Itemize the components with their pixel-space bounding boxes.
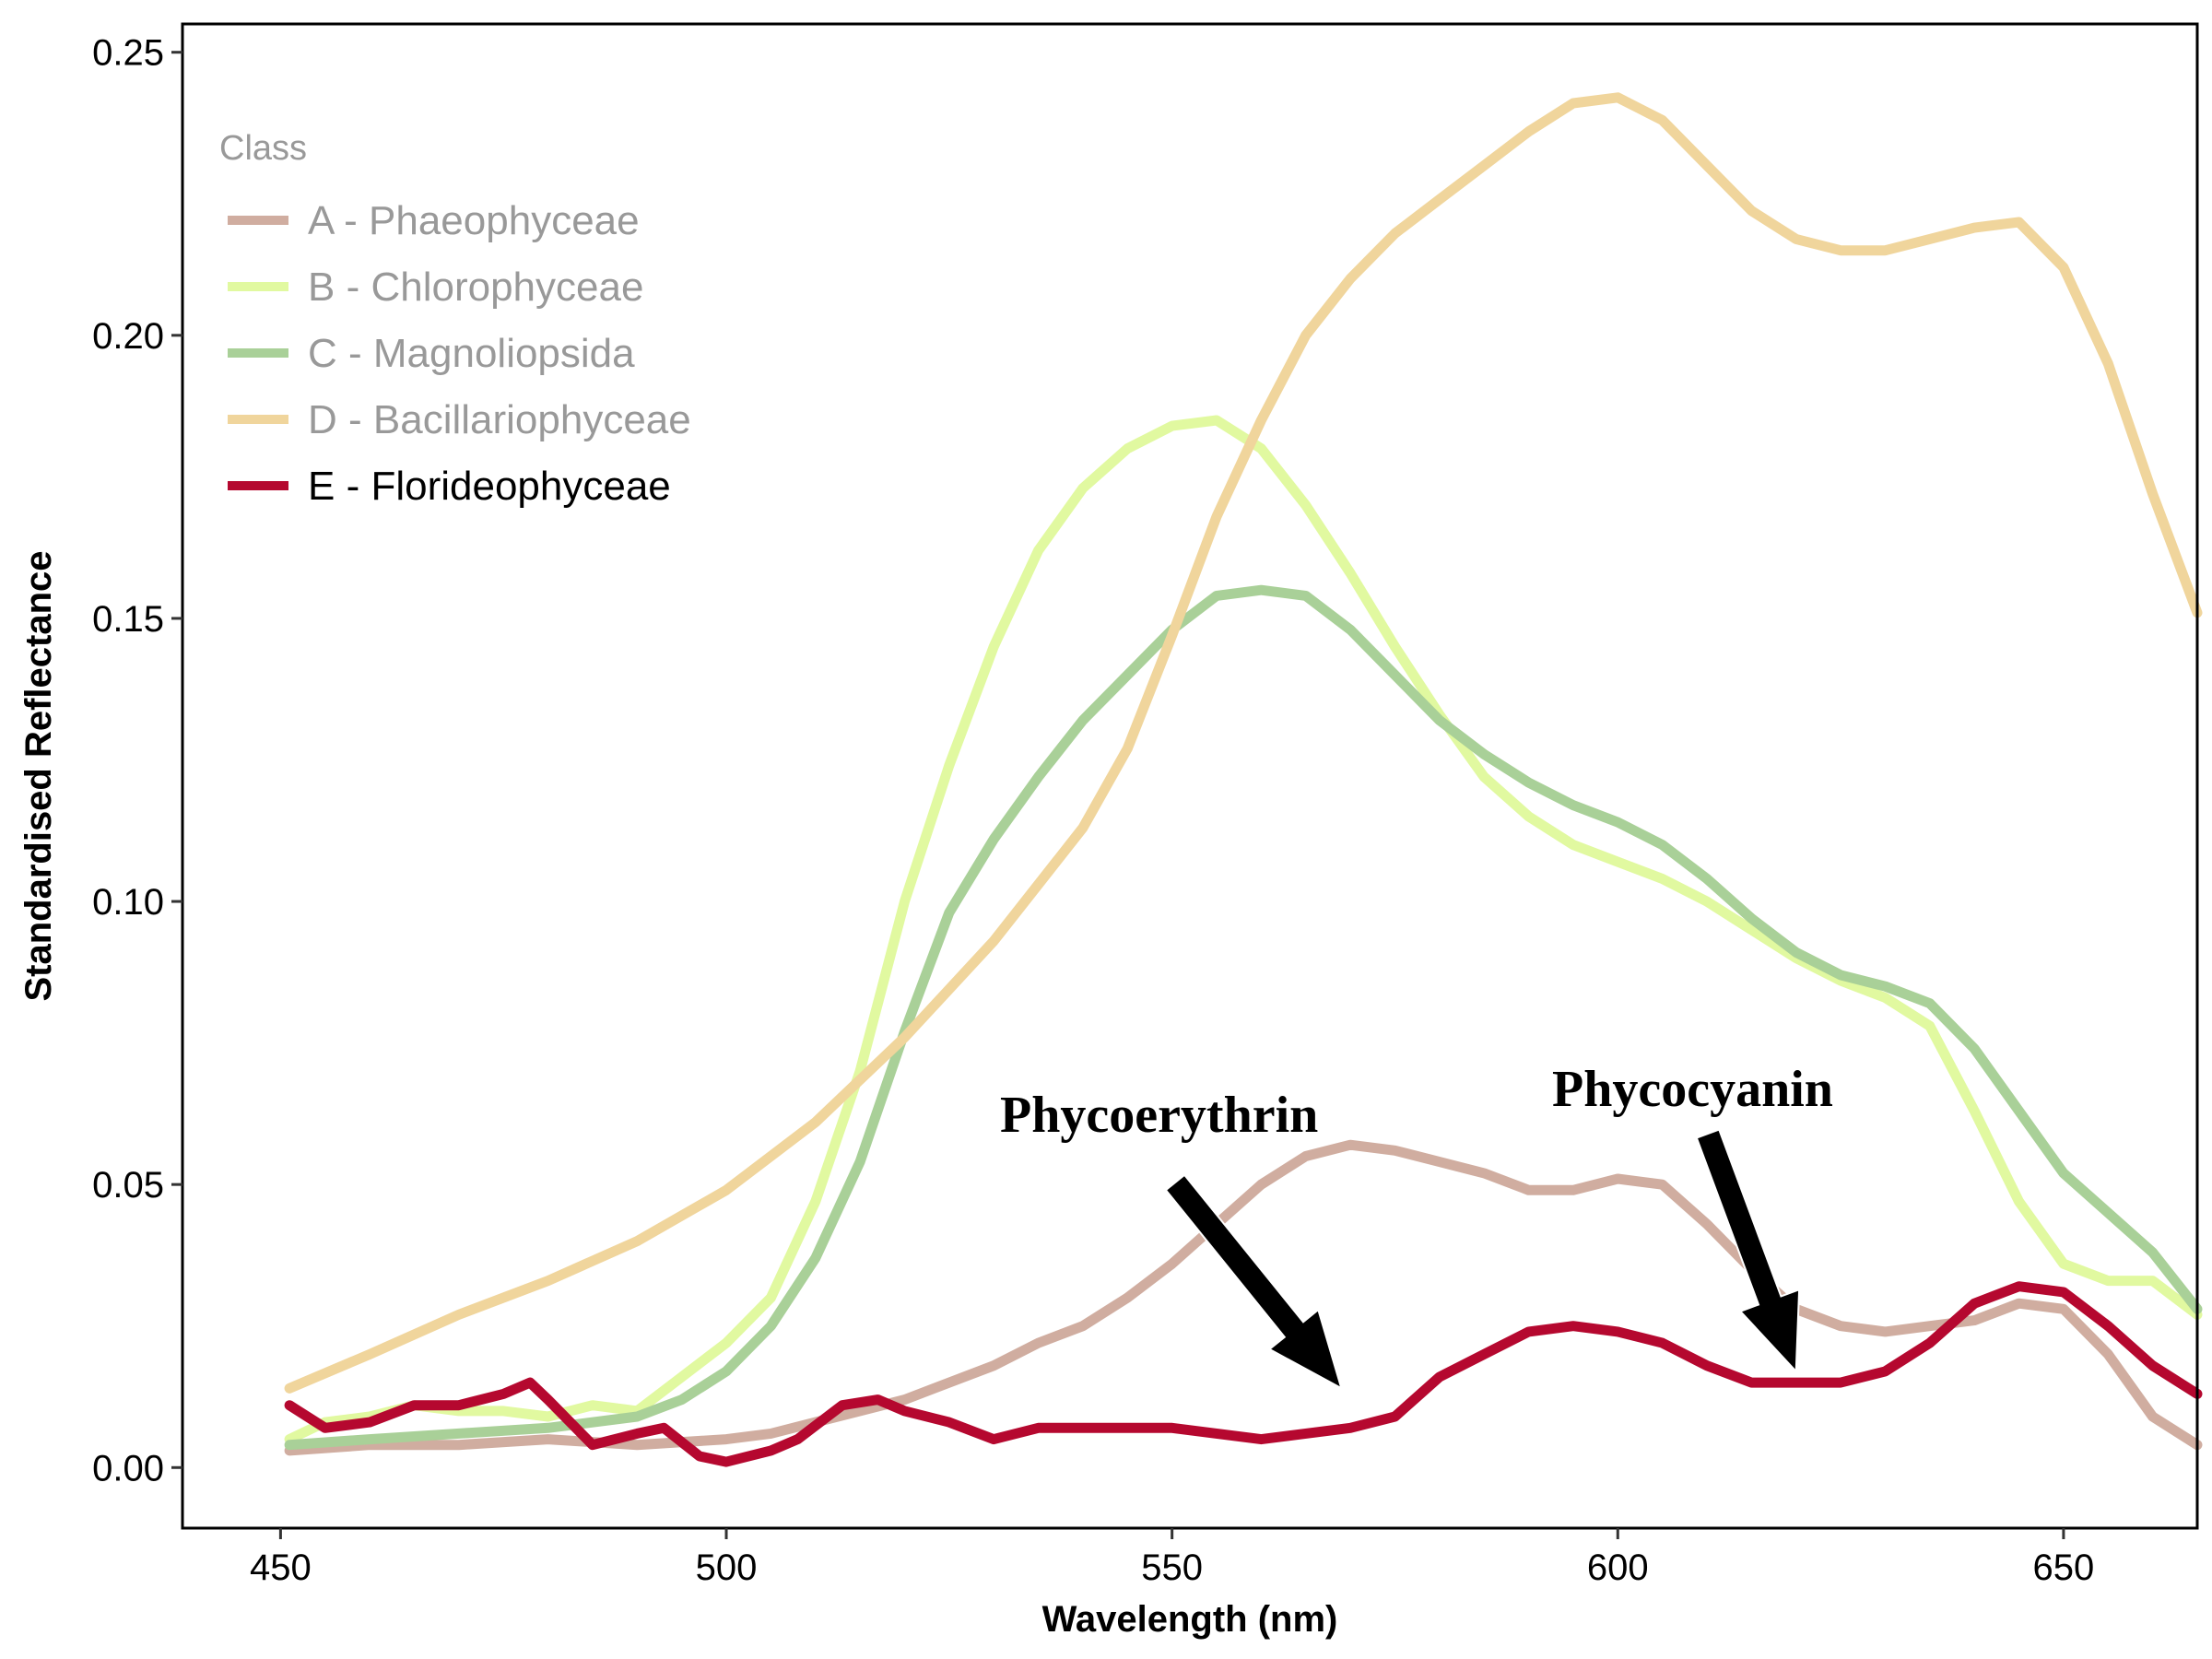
annotation-phycoerythrin: Phycoerythrin bbox=[1000, 1087, 1318, 1144]
y-tick-label: 0.05 bbox=[92, 1165, 164, 1206]
legend-title: Class bbox=[219, 129, 307, 168]
x-axis-title: Wavelength (nm) bbox=[1042, 1599, 1338, 1640]
y-tick-label: 0.10 bbox=[92, 882, 164, 923]
legend-label-b-chlorophyceae: B - Chlorophyceae bbox=[308, 265, 643, 310]
y-tick-label: 0.15 bbox=[92, 599, 164, 640]
annotation-layer: Phycoerythrin Phycocyanin bbox=[1000, 1061, 1833, 1391]
annotation-phycocyanin: Phycocyanin bbox=[1552, 1061, 1833, 1118]
legend-label-c-magnoliopsida: C - Magnoliopsida bbox=[308, 331, 635, 376]
y-tick-label: 0.20 bbox=[92, 316, 164, 357]
y-tick-label: 0.00 bbox=[92, 1448, 164, 1488]
series-line-e-florideophyceae bbox=[284, 1281, 2203, 1467]
x-tick-label: 650 bbox=[2033, 1547, 2095, 1588]
series-line-d-bacillariophyceae bbox=[284, 92, 2203, 1394]
y-axis: 0.00 0.05 0.10 0.15 0.20 0.25 bbox=[92, 33, 182, 1488]
series-layer bbox=[284, 92, 2203, 1467]
x-axis: 450 500 550 600 650 bbox=[250, 1528, 2094, 1588]
legend: Class A - Phaeophyceae B - Chlorophyceae C… bbox=[219, 129, 691, 509]
legend-label-e-florideophyceae: E - Florideophyceae bbox=[308, 464, 671, 509]
plot-border bbox=[181, 22, 2199, 1530]
legend-label-d-bacillariophyceae: D - Bacillariophyceae bbox=[308, 397, 691, 442]
y-axis-title: Standardised Reflectance bbox=[18, 550, 59, 1001]
arrow-phycocyanin bbox=[1695, 1128, 1801, 1374]
series-line-b-chlorophyceae bbox=[284, 415, 2203, 1445]
series-line-a-phaeophyceae bbox=[284, 1139, 2203, 1456]
x-tick-label: 500 bbox=[696, 1547, 758, 1588]
plot-background bbox=[182, 24, 2197, 1528]
legend-label-a-phaeophyceae: A - Phaeophyceae bbox=[308, 198, 640, 243]
series-line-c-magnoliopsida bbox=[284, 584, 2203, 1451]
y-tick-label: 0.25 bbox=[92, 33, 164, 74]
arrow-phycoerythrin bbox=[1164, 1173, 1344, 1391]
x-tick-label: 450 bbox=[250, 1547, 312, 1588]
x-tick-label: 600 bbox=[1587, 1547, 1649, 1588]
x-tick-label: 550 bbox=[1141, 1547, 1203, 1588]
